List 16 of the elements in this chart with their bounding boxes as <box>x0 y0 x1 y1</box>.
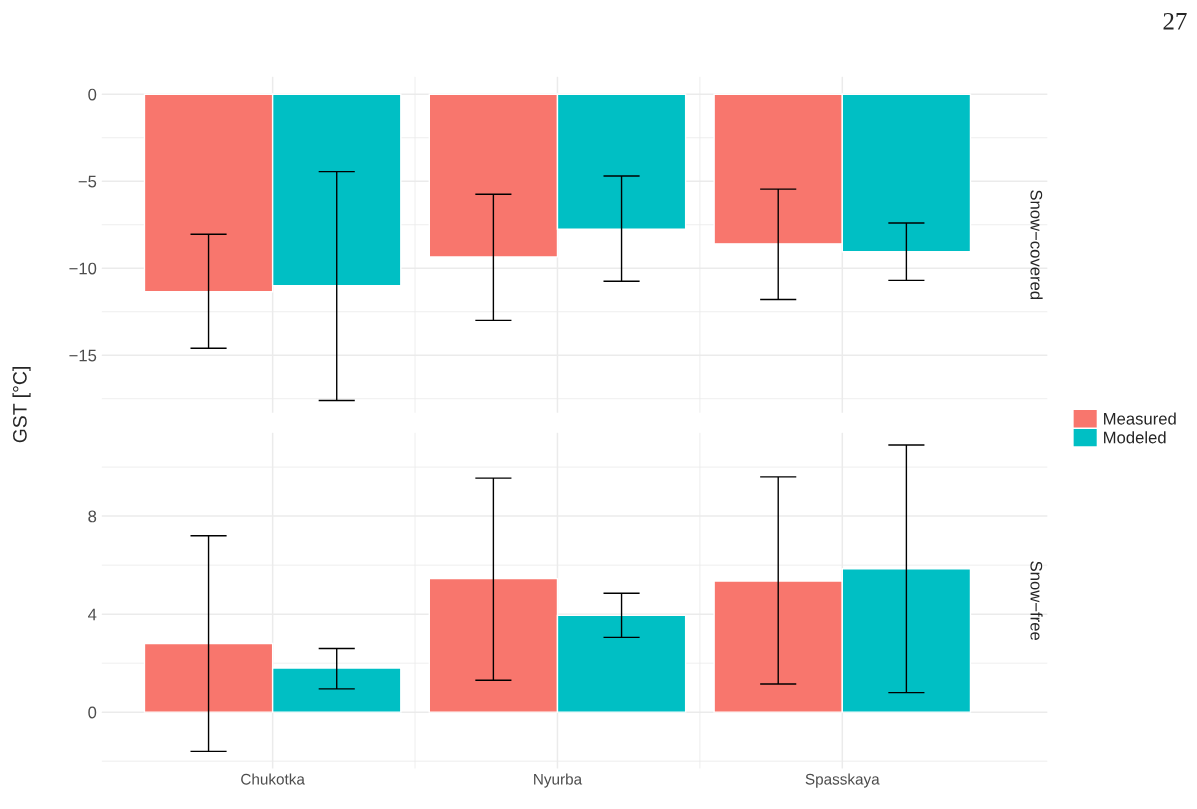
y-tick-label: −5 <box>78 175 97 188</box>
y-axis-title: GST [°C] <box>12 367 31 443</box>
y-tick-label: −15 <box>69 349 97 362</box>
text: 27 <box>1163 12 1187 30</box>
y-tick-label: 4 <box>88 608 97 621</box>
text: Snow−free <box>1030 561 1043 640</box>
x-tick-label: Chukotka <box>241 773 305 785</box>
legend-label: Modeled <box>1104 431 1166 444</box>
y-tick-label: 0 <box>88 706 97 719</box>
x-tick-label: Nyurba <box>534 773 583 788</box>
legend-label: Measured <box>1104 412 1176 425</box>
y-tick-label: 8 <box>88 510 97 523</box>
y-tick-label: 0 <box>88 88 97 101</box>
text: Snow−covered <box>1030 190 1043 300</box>
y-tick-label: −10 <box>69 262 97 275</box>
x-tick-label: Spasskaya <box>805 773 880 788</box>
